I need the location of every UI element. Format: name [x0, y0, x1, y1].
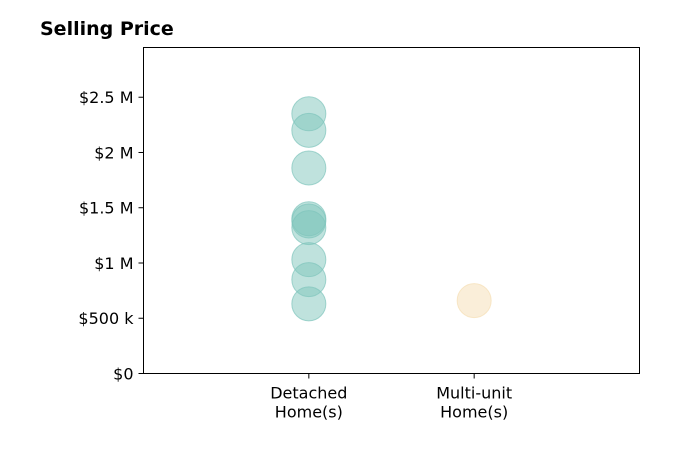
- y-tick-label: $2.5 M: [79, 88, 134, 107]
- data-point: [291, 210, 327, 246]
- data-point: [291, 286, 327, 322]
- data-point: [291, 150, 327, 186]
- x-tick-label-line: Home(s): [275, 403, 343, 422]
- data-point: [456, 283, 492, 319]
- chart-title: Selling Price: [40, 18, 174, 40]
- x-axis: Detached Home(s)Multi-unit Home(s): [270, 373, 512, 422]
- y-tick-label: $0: [113, 365, 133, 384]
- y-tick-label: $2 M: [94, 143, 133, 162]
- y-tick-label: $500 k: [78, 309, 134, 328]
- x-tick-label-line: Multi-unit: [436, 384, 512, 403]
- plot-frame: [143, 47, 640, 374]
- x-tick-label-line: Home(s): [440, 403, 508, 422]
- data-points: [291, 96, 492, 322]
- x-tick-label-line: Detached: [270, 384, 347, 403]
- y-tick-label: $1 M: [94, 254, 133, 273]
- data-point: [291, 112, 327, 148]
- y-axis: $0 $500 k $1 M $1.5 M $2 M $2.5 M: [78, 88, 144, 384]
- y-tick-label: $1.5 M: [79, 199, 134, 218]
- x-tick-label: Detached Home(s): [270, 384, 347, 422]
- x-tick-label: Multi-unit Home(s): [436, 384, 512, 422]
